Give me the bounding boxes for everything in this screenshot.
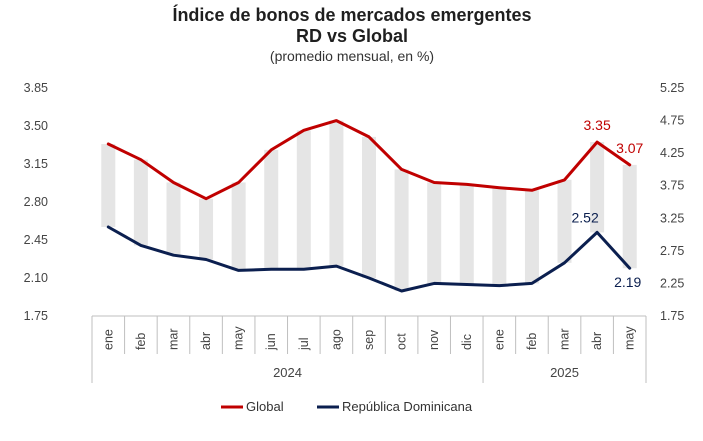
range-bars	[101, 120, 637, 292]
month-label-11: dic	[460, 334, 474, 350]
left-tick-label: 3.85	[24, 81, 48, 95]
data-label-1-16: 2.19	[614, 274, 641, 290]
series-line-global	[106, 119, 632, 201]
series-lines	[106, 119, 632, 293]
left-tick-label: 2.10	[24, 271, 48, 285]
month-label-4: may	[232, 326, 246, 350]
left-tick-label: 2.80	[24, 195, 48, 209]
right-tick-label: 5.25	[660, 81, 684, 95]
left-tick-label: 3.15	[24, 157, 48, 171]
month-label-10: nov	[427, 329, 441, 350]
range-bar-16	[622, 164, 637, 269]
data-label-1-15: 2.52	[571, 209, 598, 225]
right-tick-label: 3.25	[660, 211, 684, 225]
month-label-5: jun	[264, 333, 278, 351]
chart-subtitle: RD vs Global	[296, 26, 408, 46]
legend-label-0: Global	[246, 399, 284, 414]
data-label-0-15: 3.35	[583, 117, 610, 133]
month-label-3: abr	[199, 332, 213, 350]
right-tick-label: 4.25	[660, 146, 684, 160]
month-label-13: feb	[525, 333, 539, 350]
month-label-1: feb	[134, 333, 148, 350]
range-bar-1	[133, 159, 148, 246]
axes: 3.85 3.50 3.15 2.80 2.45 2.10 1.75 5.25 4.75 4.25…	[24, 81, 684, 383]
month-label-16: may	[623, 326, 637, 350]
month-label-12: ene	[492, 329, 506, 350]
range-bar-14	[557, 179, 572, 263]
right-tick-label: 2.25	[660, 276, 684, 290]
range-bar-7	[329, 120, 344, 267]
range-bar-0	[101, 144, 116, 227]
right-tick-label: 2.75	[660, 244, 684, 258]
range-bar-4	[231, 182, 246, 271]
chart-title: Índice de bonos de mercados emergentes	[172, 4, 531, 25]
month-label-9: oct	[395, 333, 409, 350]
range-bar-10	[427, 182, 442, 284]
range-bar-9	[394, 169, 409, 292]
month-label-14: mar	[558, 328, 572, 350]
range-bar-6	[296, 130, 311, 270]
month-label-15: abr	[590, 332, 604, 350]
right-tick-label: 4.75	[660, 114, 684, 128]
month-label-6: jul	[297, 337, 311, 351]
series-line-rd	[106, 225, 632, 293]
left-tick-label: 1.75	[24, 309, 48, 323]
right-tick-label: 1.75	[660, 309, 684, 323]
year-label-2025: 2025	[550, 365, 579, 380]
month-label-7: ago	[329, 329, 343, 350]
right-tick-label: 3.75	[660, 179, 684, 193]
legend-label-1: República Dominicana	[342, 399, 473, 414]
left-tick-label: 2.45	[24, 233, 48, 247]
data-labels: 3.35 3.07 2.52 2.19	[571, 117, 643, 290]
legend: Global República Dominicana	[221, 399, 473, 414]
range-bar-3	[199, 198, 214, 260]
chart-note: (promedio mensual, en %)	[270, 48, 434, 64]
range-bar-12	[492, 187, 507, 286]
range-bar-11	[459, 184, 474, 285]
month-label-8: sep	[362, 330, 376, 350]
month-label-2: mar	[166, 328, 180, 350]
range-bar-8	[362, 136, 376, 278]
range-bar-5	[264, 149, 279, 270]
range-bar-15	[590, 142, 605, 233]
data-label-0-16: 3.07	[616, 140, 643, 156]
year-label-2024: 2024	[273, 365, 302, 380]
range-bar-13	[524, 190, 539, 284]
range-bar-2	[166, 182, 181, 256]
month-label-0: ene	[101, 329, 115, 350]
left-tick-label: 3.50	[24, 119, 48, 133]
